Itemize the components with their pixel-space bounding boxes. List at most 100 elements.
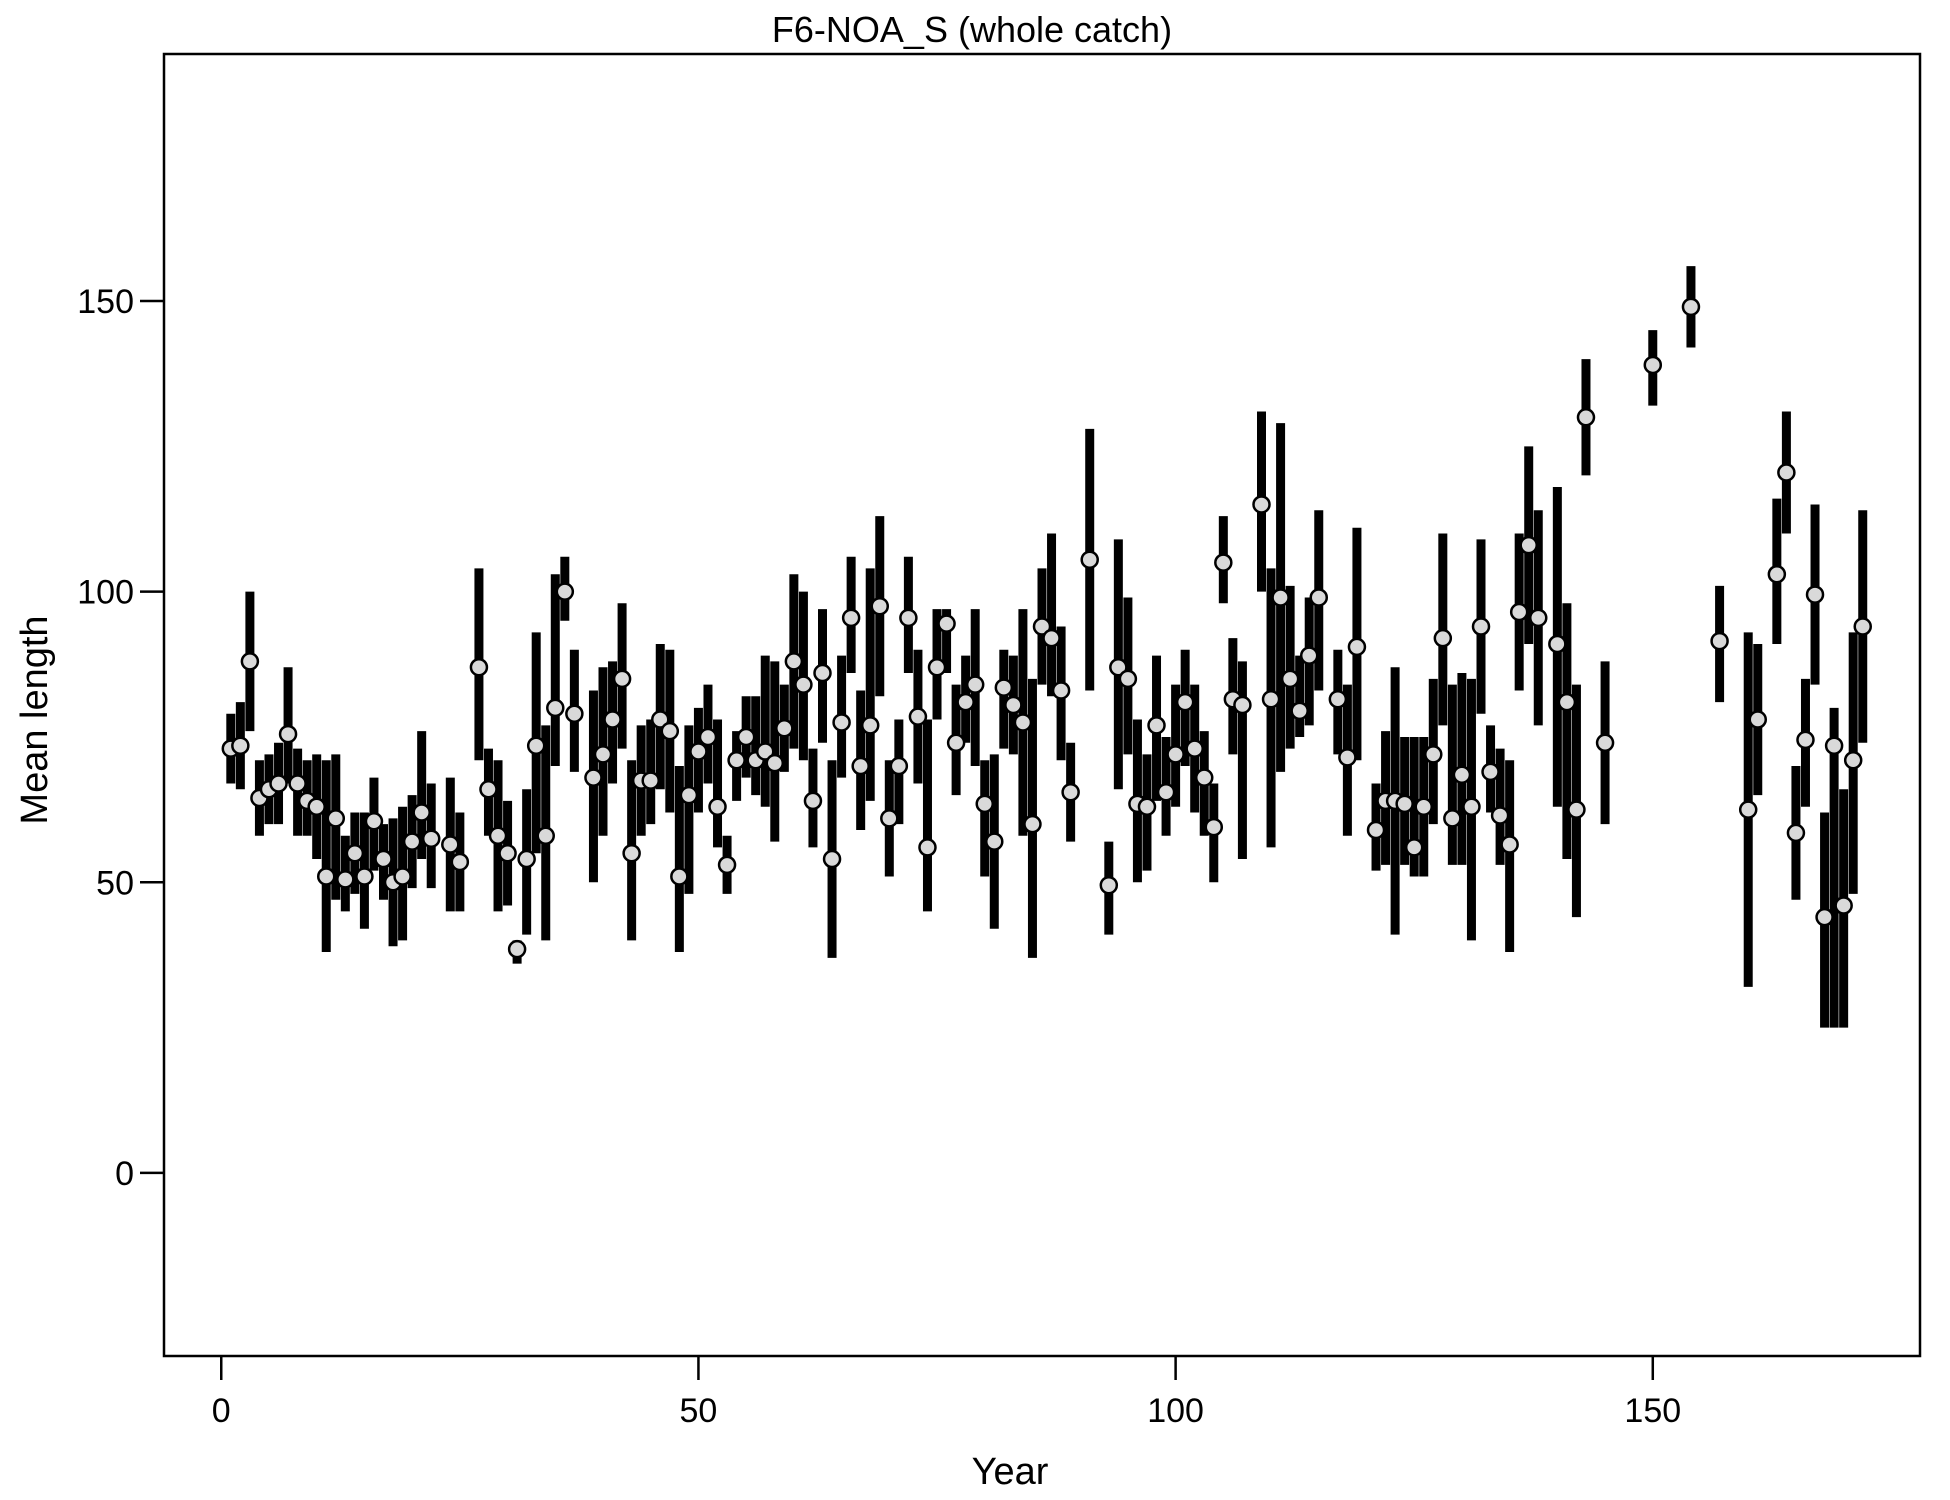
mean-point [841,608,861,628]
mean-point [727,750,746,770]
mean-point [1443,809,1462,828]
mean-point [1061,782,1080,802]
mean-point [488,826,508,846]
mean-point [1843,750,1863,770]
mean-point [1233,695,1252,715]
mean-point [1118,669,1138,689]
mean-point [908,707,928,726]
mean-point [1080,550,1099,569]
mean-point [1051,681,1071,700]
mean-point [956,692,975,712]
x-axis: 0 50 100 150 [212,1356,1681,1430]
mean-point [469,657,489,677]
mean-point [1395,794,1414,814]
y-axis-title: Mean length [14,615,56,824]
mean-point [994,678,1014,697]
mean-point [937,614,956,633]
mean-point [784,652,804,671]
mean-point [813,663,832,683]
mean-point [1433,628,1453,648]
mean-point [278,724,298,744]
x-tick-label: 50 [680,1392,718,1430]
mean-point [1156,782,1176,802]
mean-point [1748,710,1768,729]
mean-point [1137,797,1157,816]
mean-point [1643,355,1663,375]
mean-point [1204,817,1224,837]
mean-point [1214,553,1233,572]
y-tick-label: 150 [77,283,134,321]
x-axis-title: Year [972,1451,1049,1493]
mean-point [1147,716,1166,735]
mean-point [1299,646,1319,665]
mean-point [612,669,632,689]
mean-point [1175,692,1195,712]
mean-point [240,652,260,671]
mean-point [1261,689,1281,709]
mean-point [269,774,288,793]
mean-point [593,745,613,764]
mean-point [584,768,603,787]
mean-point [832,713,851,732]
mean-point [985,832,1004,851]
mean-point [536,826,555,846]
mean-point [899,608,918,628]
mean-point [946,733,966,753]
mean-point [1462,797,1481,816]
mean-point [374,849,393,869]
mean-point [1309,588,1329,607]
mean-point [1576,408,1596,427]
mean-point [1338,748,1357,767]
y-tick-label: 50 [96,864,134,902]
mean-point [755,742,775,761]
mean-point [641,771,660,790]
mean-point [316,867,336,886]
mean-point [546,698,565,718]
mean-point [1452,765,1472,784]
mean-point [794,675,813,694]
mean-point [679,785,699,805]
mean-point [1328,689,1348,709]
mean-point [1099,875,1119,895]
mean-point [870,596,890,616]
mean-point [1490,806,1510,825]
y-tick-label: 0 [115,1155,134,1193]
chart-title: F6-NOA_S (whole catch) [772,9,1172,50]
mean-point [231,736,250,755]
mean-point [393,867,412,886]
y-tick-label: 100 [77,574,134,612]
mean-point [1280,669,1300,689]
mean-point [651,710,670,729]
mean-point [660,721,680,741]
mean-point [1567,800,1586,819]
mean-point [1194,768,1214,787]
mean-point [708,797,727,816]
mean-point [1796,730,1815,750]
mean-point [880,809,899,828]
mean-point [860,716,880,735]
mean-point [1595,733,1615,753]
mean-points [221,297,1872,959]
mean-point [565,704,584,723]
mean-point [1815,907,1834,927]
mean-point [1738,800,1758,819]
x-tick-label: 150 [1624,1392,1681,1430]
mean-point [1529,608,1548,628]
mean-point [1710,631,1729,651]
plot-frame [162,52,1922,1358]
mean-point [889,756,909,776]
mean-point [689,742,708,761]
mean-point [421,829,441,848]
mean-point [622,843,641,863]
mean-point [1767,564,1787,584]
mean-point [1786,823,1806,843]
x-tick-label: 0 [212,1392,231,1430]
mean-point [1404,838,1424,857]
mean-point [1290,701,1309,721]
mean-point [555,582,575,601]
mean-point [498,843,517,863]
mean-point [1481,762,1500,782]
mean-point [1013,713,1033,732]
